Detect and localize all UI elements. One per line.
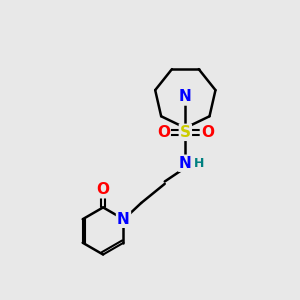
Text: N: N <box>179 89 192 104</box>
Text: N: N <box>117 212 130 227</box>
Text: N: N <box>117 212 130 227</box>
Text: H: H <box>194 157 204 170</box>
Text: O: O <box>201 125 214 140</box>
Text: N: N <box>179 156 192 171</box>
Text: S: S <box>180 125 191 140</box>
Text: O: O <box>157 125 170 140</box>
Text: O: O <box>97 182 110 197</box>
